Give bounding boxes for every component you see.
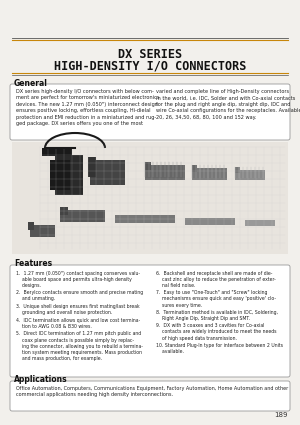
Text: varied and complete line of High-Density connectors
in the world, i.e. IDC, Sold: varied and complete line of High-Density… (156, 89, 300, 119)
Text: 2.  Berylco contacts ensure smooth and precise mating
    and unmating.: 2. Berylco contacts ensure smooth and pr… (16, 290, 143, 301)
Text: 8.  Termination method is available in IDC, Soldering,
    Right Angle Dip, Stra: 8. Termination method is available in ID… (156, 309, 278, 321)
Bar (30, 225, 55, 237)
Bar (115, 215, 175, 223)
FancyBboxPatch shape (10, 265, 290, 377)
Bar (60, 207, 68, 215)
Text: 1.  1.27 mm (0.050") contact spacing conserves valu-
    able board space and pe: 1. 1.27 mm (0.050") contact spacing cons… (16, 271, 140, 288)
Bar (60, 210, 105, 222)
Text: 3.  Unique shell design ensures first mating/last break
    grounding and overal: 3. Unique shell design ensures first mat… (16, 304, 140, 315)
Bar (42, 148, 72, 156)
Bar (90, 160, 125, 185)
Text: 6.  Backshell and receptacle shell are made of die-
    cast zinc alloy to reduc: 6. Backshell and receptacle shell are ma… (156, 271, 276, 288)
FancyBboxPatch shape (10, 84, 290, 140)
Bar (192, 168, 227, 180)
Text: 9.  DX with 3 coaxes and 3 cavities for Co-axial
    contacts are widely introdu: 9. DX with 3 coaxes and 3 cavities for C… (156, 323, 277, 340)
Bar (235, 170, 265, 180)
Text: 10. Standard Plug-In type for interface between 2 Units
    available.: 10. Standard Plug-In type for interface … (156, 343, 283, 354)
Text: 7.  Easy to use "One-Touch" and "Screw" locking
    mechanisms ensure quick and : 7. Easy to use "One-Touch" and "Screw" l… (156, 290, 276, 308)
Bar (185, 218, 235, 225)
Bar (88, 157, 96, 177)
Bar (192, 165, 197, 172)
FancyBboxPatch shape (10, 381, 290, 411)
Text: Office Automation, Computers, Communications Equipment, Factory Automation, Home: Office Automation, Computers, Communicat… (16, 386, 288, 397)
Text: Applications: Applications (14, 375, 68, 384)
Text: DX series high-density I/O connectors with below com-
ment are perfect for tomor: DX series high-density I/O connectors wi… (16, 89, 159, 126)
Text: Features: Features (14, 259, 52, 268)
Text: 189: 189 (274, 412, 288, 418)
Bar (28, 222, 34, 230)
Bar (145, 165, 185, 180)
Bar (245, 220, 275, 226)
Text: DX SERIES: DX SERIES (118, 48, 182, 61)
Text: 5.  Direct IDC termination of 1.27 mm pitch public and
    coax plane contacts i: 5. Direct IDC termination of 1.27 mm pit… (16, 332, 143, 361)
Bar (145, 162, 151, 170)
Text: 4.  IDC termination allows quick and low cost termina-
    tion to AWG 0.08 & B3: 4. IDC termination allows quick and low … (16, 318, 140, 329)
Text: General: General (14, 79, 48, 88)
Bar (50, 160, 70, 190)
Bar (235, 167, 240, 173)
Text: HIGH-DENSITY I/O CONNECTORS: HIGH-DENSITY I/O CONNECTORS (54, 59, 246, 72)
Bar (12, 142, 288, 254)
Bar (55, 155, 83, 195)
